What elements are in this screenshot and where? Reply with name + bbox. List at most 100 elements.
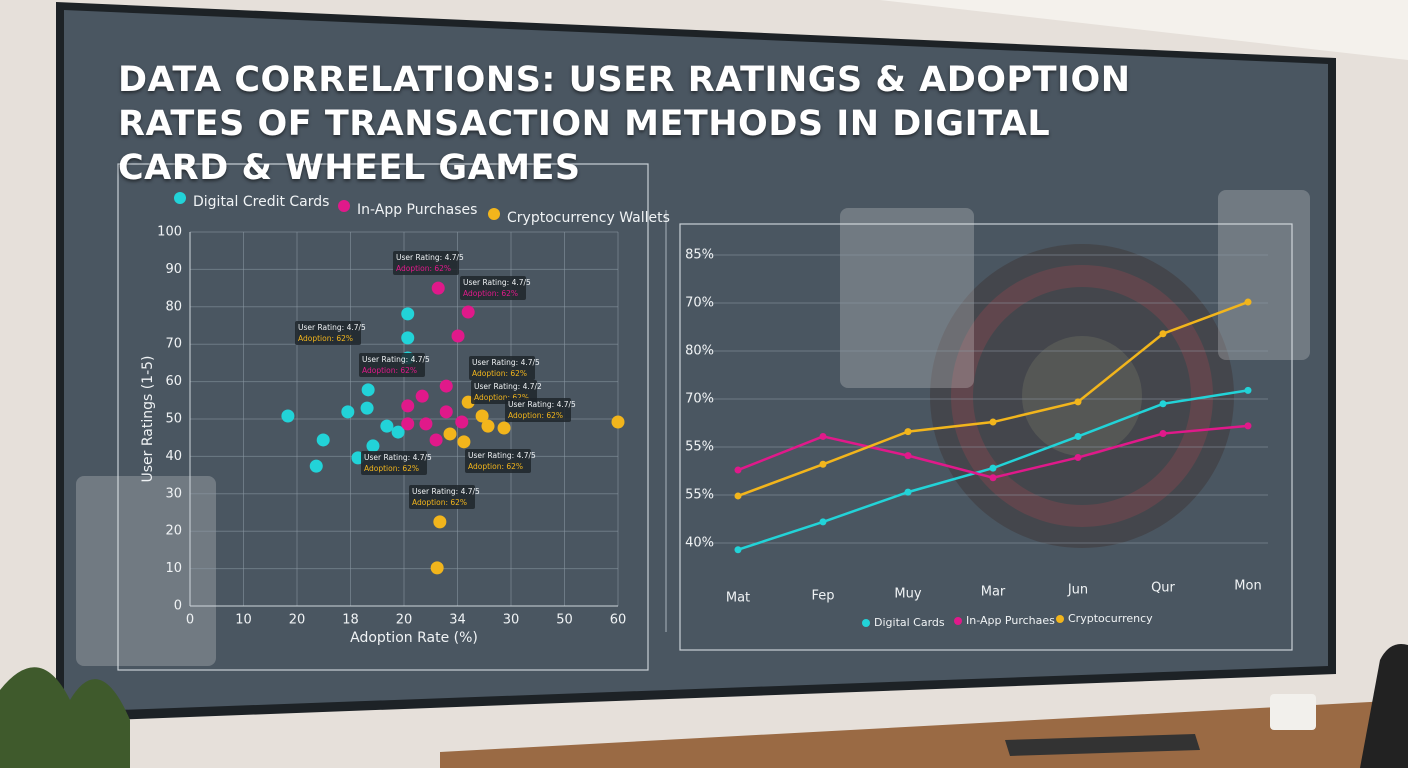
legend-label: Digital Credit Cards xyxy=(193,194,329,210)
line-point xyxy=(1074,398,1082,406)
scatter-point xyxy=(341,405,355,419)
legend-marker xyxy=(862,619,870,627)
line-point xyxy=(904,488,912,496)
line-point xyxy=(989,418,997,426)
roulette-decoration xyxy=(930,244,1234,548)
annotation-text: User Rating: 4.7/5 xyxy=(396,253,464,262)
scatter-point xyxy=(611,415,625,429)
annotation-text: Adoption: 62% xyxy=(468,462,523,471)
line-point xyxy=(734,492,742,500)
annotation-text: Adoption: 62% xyxy=(508,411,563,420)
annotation-text: User Rating: 4.7/5 xyxy=(298,323,366,332)
scatter-point xyxy=(430,561,444,575)
x-tick-label: 10 xyxy=(235,613,252,628)
annotation-text: User Rating: 4.7/2 xyxy=(474,382,542,391)
card xyxy=(1218,190,1310,360)
legend-marker xyxy=(338,200,350,212)
wheel xyxy=(930,244,1234,548)
legend-label: In-App Purchases xyxy=(357,202,477,218)
y-tick-label: 90 xyxy=(165,262,182,277)
y-tick-label: 30 xyxy=(165,486,182,501)
scatter-point xyxy=(401,399,415,413)
line-point xyxy=(1159,330,1167,338)
scatter-point xyxy=(429,433,443,447)
annotation-text: User Rating: 4.7/5 xyxy=(508,400,576,409)
annotation-text: User Rating: 4.7/5 xyxy=(468,451,536,460)
right-panel xyxy=(679,223,1293,651)
line-point xyxy=(1159,430,1167,438)
scatter-point xyxy=(391,425,405,439)
legend-marker xyxy=(488,208,500,220)
annotation-box xyxy=(409,485,475,509)
left-panel xyxy=(117,163,649,671)
y-tick-label: 60 xyxy=(165,374,182,389)
line-point xyxy=(734,546,742,554)
annotation-text: User Rating: 4.7/5 xyxy=(362,355,430,364)
scatter-point xyxy=(281,409,295,423)
x-tick-label: 30 xyxy=(503,613,520,628)
annotation-text: Adoption: 62% xyxy=(396,264,451,273)
x-tick-label: 18 xyxy=(342,613,359,628)
y-tick-label: 50 xyxy=(165,412,182,427)
x-tick-label: Mon xyxy=(1234,579,1261,594)
wheel-hub xyxy=(1022,336,1142,456)
y-axis-label: User Ratings (1-5) xyxy=(140,355,156,482)
x-tick-label: 20 xyxy=(396,613,413,628)
legend-marker xyxy=(954,617,962,625)
y-tick-label: 70 xyxy=(165,337,182,352)
legend-marker xyxy=(174,192,186,204)
line-point xyxy=(1244,422,1252,430)
annotation-text: Adoption: 62% xyxy=(412,498,467,507)
annotation-text: User Rating: 4.7/5 xyxy=(472,358,540,367)
keyboard xyxy=(1005,734,1200,756)
annotation-box xyxy=(469,356,535,380)
scatter-point xyxy=(366,439,380,453)
scatter-point xyxy=(461,305,475,319)
scatter-point xyxy=(380,419,394,433)
y-tick-label: 80 xyxy=(165,299,182,314)
line-point xyxy=(1074,432,1082,440)
annotation-text: User Rating: 4.7/5 xyxy=(412,487,480,496)
y-tick-label: 0 xyxy=(174,599,182,614)
mug xyxy=(1270,694,1316,730)
y-tick-label: 80% xyxy=(685,344,714,359)
legend-label: Cryptocurrency Wallets xyxy=(507,210,670,226)
plant xyxy=(0,667,130,768)
scatter-point xyxy=(309,459,323,473)
scatter-point xyxy=(451,329,465,343)
scatter-point xyxy=(433,515,447,529)
scatter-point xyxy=(401,331,415,345)
annotation-box xyxy=(460,276,526,300)
y-tick-label: 55% xyxy=(685,440,714,455)
x-tick-label: 20 xyxy=(289,613,306,628)
annotation-box xyxy=(361,451,427,475)
annotation-text: User Rating: 4.7/5 xyxy=(364,453,432,462)
y-tick-label: 55% xyxy=(685,488,714,503)
card-decoration xyxy=(76,190,1310,666)
card xyxy=(76,476,216,666)
ceiling xyxy=(880,0,1408,60)
legend-label: In-App Purchaes xyxy=(966,614,1055,627)
scatter-point xyxy=(401,307,415,321)
scatter-point xyxy=(419,417,433,431)
y-tick-label: 40% xyxy=(685,536,714,551)
y-tick-label: 85% xyxy=(685,248,714,263)
scatter-point xyxy=(443,427,457,441)
y-tick-label: 70% xyxy=(685,392,714,407)
annotation-box xyxy=(295,321,361,345)
x-axis-label: Adoption Rate (%) xyxy=(350,630,478,646)
x-tick-label: Fep xyxy=(811,589,834,604)
scatter-point xyxy=(401,417,415,431)
x-tick-label: 0 xyxy=(186,613,194,628)
scatter-point xyxy=(475,409,489,423)
scatter-point xyxy=(415,389,429,403)
wheel-ring xyxy=(951,265,1213,527)
line-point xyxy=(989,464,997,472)
scatter-point xyxy=(439,405,453,419)
line-point xyxy=(734,466,742,474)
legend-marker xyxy=(1056,615,1064,623)
legend-label: Cryptocurrency xyxy=(1068,612,1153,625)
chair xyxy=(1360,644,1408,768)
